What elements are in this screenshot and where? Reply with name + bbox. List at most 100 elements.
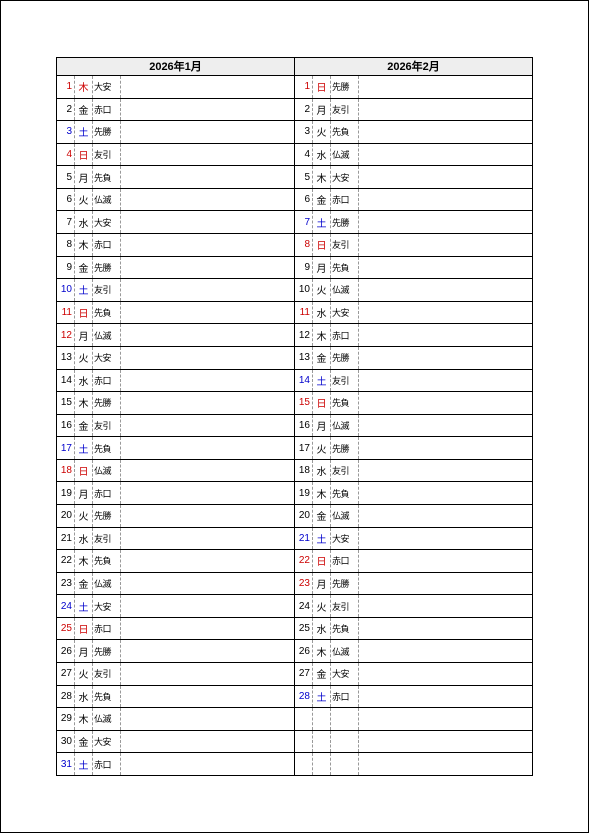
rokuyo: 友引 — [331, 595, 359, 617]
weekday: 火 — [75, 505, 93, 527]
rokuyo: 赤口 — [93, 482, 121, 504]
calendar-row: 1日先勝 — [295, 76, 532, 99]
calendar-row: 14水赤口 — [57, 370, 294, 393]
rokuyo: 先負 — [93, 686, 121, 708]
rokuyo: 大安 — [93, 211, 121, 233]
rokuyo — [331, 731, 359, 753]
note-cell — [121, 347, 294, 369]
note-cell — [359, 76, 532, 98]
weekday — [313, 753, 331, 775]
note-cell — [121, 415, 294, 437]
day-number: 4 — [295, 144, 313, 166]
day-number: 19 — [295, 482, 313, 504]
weekday: 水 — [75, 370, 93, 392]
calendar-row: 27金大安 — [295, 663, 532, 686]
day-number — [295, 708, 313, 730]
day-number: 18 — [295, 460, 313, 482]
weekday: 月 — [75, 324, 93, 346]
day-number: 23 — [295, 573, 313, 595]
calendar-row: 13金先勝 — [295, 347, 532, 370]
note-cell — [121, 189, 294, 211]
weekday: 水 — [75, 528, 93, 550]
weekday: 月 — [75, 640, 93, 662]
weekday: 木 — [75, 234, 93, 256]
weekday: 木 — [313, 640, 331, 662]
rokuyo: 赤口 — [331, 686, 359, 708]
note-cell — [121, 279, 294, 301]
day-number: 6 — [295, 189, 313, 211]
calendar-row: 20金仏滅 — [295, 505, 532, 528]
month-rows-1: 1木大安2金赤口3土先勝4日友引5月先負6火仏滅7水大安8木赤口9金先勝10土友… — [57, 76, 294, 775]
weekday: 土 — [313, 528, 331, 550]
calendar-row: 11日先負 — [57, 302, 294, 325]
note-cell — [121, 460, 294, 482]
calendar-row: 21土大安 — [295, 528, 532, 551]
weekday: 土 — [75, 753, 93, 775]
day-number: 27 — [57, 663, 75, 685]
calendar-row: 31土赤口 — [57, 753, 294, 775]
weekday: 水 — [313, 618, 331, 640]
calendar-row: 16金友引 — [57, 415, 294, 438]
note-cell — [359, 279, 532, 301]
calendar-row: 9月先負 — [295, 257, 532, 280]
weekday: 月 — [313, 99, 331, 121]
day-number: 31 — [57, 753, 75, 775]
rokuyo — [331, 708, 359, 730]
day-number: 1 — [295, 76, 313, 98]
rokuyo: 先負 — [331, 257, 359, 279]
note-cell — [121, 618, 294, 640]
rokuyo: 先負 — [331, 392, 359, 414]
rokuyo: 大安 — [331, 528, 359, 550]
note-cell — [359, 189, 532, 211]
rokuyo: 先勝 — [93, 392, 121, 414]
rokuyo: 大安 — [93, 76, 121, 98]
note-cell — [359, 618, 532, 640]
note-cell — [359, 392, 532, 414]
day-number: 2 — [57, 99, 75, 121]
day-number: 30 — [57, 731, 75, 753]
note-cell — [121, 708, 294, 730]
weekday: 水 — [75, 211, 93, 233]
note-cell — [359, 324, 532, 346]
rokuyo: 先負 — [93, 550, 121, 572]
note-cell — [121, 99, 294, 121]
month-header: 2026年1月 — [57, 58, 294, 76]
day-number: 5 — [295, 166, 313, 188]
weekday: 火 — [313, 437, 331, 459]
rokuyo: 仏滅 — [93, 573, 121, 595]
note-cell — [359, 144, 532, 166]
note-cell — [121, 573, 294, 595]
day-number: 11 — [295, 302, 313, 324]
calendar-row: 13火大安 — [57, 347, 294, 370]
day-number: 24 — [295, 595, 313, 617]
day-number: 4 — [57, 144, 75, 166]
calendar-row: 5月先負 — [57, 166, 294, 189]
weekday: 火 — [313, 595, 331, 617]
rokuyo: 先勝 — [331, 347, 359, 369]
calendar-row: 10土友引 — [57, 279, 294, 302]
calendar-row: 12木赤口 — [295, 324, 532, 347]
rokuyo: 先勝 — [331, 437, 359, 459]
calendar-page: 2026年1月 1木大安2金赤口3土先勝4日友引5月先負6火仏滅7水大安8木赤口… — [56, 57, 533, 776]
note-cell — [121, 257, 294, 279]
weekday: 月 — [313, 573, 331, 595]
note-cell — [359, 437, 532, 459]
rokuyo: 仏滅 — [331, 279, 359, 301]
weekday: 土 — [313, 686, 331, 708]
rokuyo: 友引 — [331, 370, 359, 392]
weekday: 水 — [313, 460, 331, 482]
rokuyo: 友引 — [331, 99, 359, 121]
weekday: 土 — [75, 279, 93, 301]
rokuyo: 友引 — [331, 460, 359, 482]
weekday — [313, 731, 331, 753]
calendar-row: 26月先勝 — [57, 640, 294, 663]
day-number: 1 — [57, 76, 75, 98]
rokuyo: 大安 — [93, 595, 121, 617]
calendar-row: 8日友引 — [295, 234, 532, 257]
month-column-2: 2026年2月 1日先勝2月友引3火先負4水仏滅5木大安6金赤口7土先勝8日友引… — [295, 57, 533, 776]
calendar-row: 25日赤口 — [57, 618, 294, 641]
calendar-row: 4水仏滅 — [295, 144, 532, 167]
rokuyo: 仏滅 — [331, 505, 359, 527]
day-number: 5 — [57, 166, 75, 188]
day-number: 21 — [295, 528, 313, 550]
